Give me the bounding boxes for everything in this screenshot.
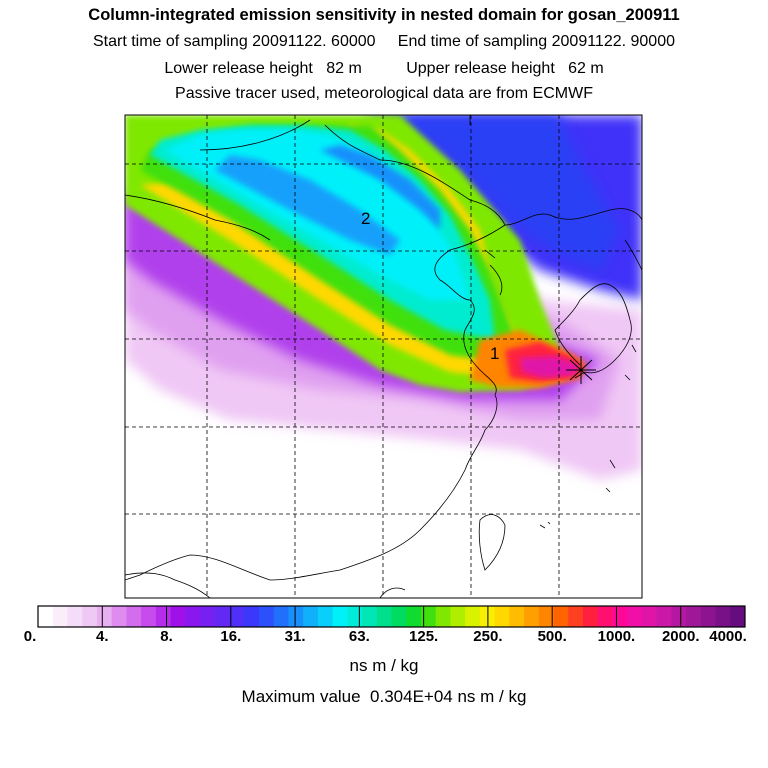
colorbar-segment xyxy=(524,606,540,627)
coastlines xyxy=(125,115,642,598)
map-frame xyxy=(124,114,643,599)
colorbar-segment xyxy=(465,606,481,627)
colorbar xyxy=(37,605,746,628)
colorbar-segment xyxy=(67,606,83,627)
colorbar-segment xyxy=(82,606,98,627)
colorbar-segment xyxy=(715,606,731,627)
colorbar-segment xyxy=(347,606,363,627)
colorbar-segment xyxy=(597,606,613,627)
sampling-time-line: Start time of sampling 20091122. 60000 E… xyxy=(92,33,675,50)
colorbar-segment xyxy=(244,606,260,627)
colorbar-segment xyxy=(553,606,569,627)
colorbar-segment xyxy=(612,606,628,627)
colorbar-segment xyxy=(273,606,289,627)
colorbar-segment xyxy=(582,606,599,627)
colorbar-segment xyxy=(185,606,201,627)
colorbar-segment xyxy=(568,606,584,627)
map-title: Column-integrated emission sensitivity i… xyxy=(88,6,680,24)
map-label-2: 2 xyxy=(361,209,370,228)
colorbar-segment xyxy=(141,606,157,627)
colorbar-tick-label: 2000. xyxy=(661,628,700,645)
colorbar-segment xyxy=(214,606,230,627)
colorbar-segment xyxy=(111,606,127,627)
colorbar-segment xyxy=(509,606,525,627)
colorbar-segment xyxy=(317,606,333,627)
colorbar-segment xyxy=(730,606,746,627)
colorbar-segment xyxy=(200,606,216,627)
colorbar-tick-label: 250. xyxy=(473,628,503,645)
colorbar-tick-label: 4000. xyxy=(709,628,747,645)
colorbar-segment xyxy=(450,606,466,627)
colorbar-segment xyxy=(435,606,451,627)
colorbar-segment xyxy=(303,606,319,627)
colorbar-segment xyxy=(229,606,245,627)
colorbar-tick-label: 31. xyxy=(284,628,306,645)
colorbar-tick-label: 8. xyxy=(160,628,173,645)
colorbar-tick-label: 500. xyxy=(537,628,567,645)
colorbar-segment xyxy=(391,606,407,627)
colorbar-segment xyxy=(641,606,658,627)
receptor-marker-icon xyxy=(566,356,596,384)
colorbar-segment xyxy=(170,606,186,627)
colorbar-segment xyxy=(420,606,437,627)
colorbar-segment xyxy=(700,606,716,627)
tracer-info-line: Passive tracer used, meteorological data… xyxy=(175,85,593,102)
colorbar-segment xyxy=(155,606,171,627)
colorbar-segment xyxy=(376,606,392,627)
colorbar-segment xyxy=(258,606,275,627)
colorbar-tick-label: 1000. xyxy=(597,628,636,645)
colorbar-segment xyxy=(96,606,113,627)
colorbar-segment xyxy=(406,606,422,627)
sensitivity-field xyxy=(125,115,642,598)
colorbar-segment xyxy=(671,606,687,627)
colorbar-segment xyxy=(656,606,672,627)
colorbar-tick-label: 0. xyxy=(23,628,37,645)
colorbar-segment xyxy=(686,606,702,627)
colorbar-segment xyxy=(288,606,304,627)
colorbar-segment xyxy=(126,606,142,627)
colorbar-frame xyxy=(37,605,746,628)
map-label-1: 1 xyxy=(490,344,499,363)
colorbar-segment xyxy=(332,606,348,627)
colorbar-segment xyxy=(52,606,68,627)
colorbar-segment xyxy=(362,606,378,627)
release-height-line: Lower release height 82 m Upper release … xyxy=(164,60,604,77)
colorbar-tick-label: 125. xyxy=(409,628,439,645)
maximum-value-label: Maximum value 0.304E+04 ns m / kg xyxy=(241,687,527,706)
colorbar-tick-label: 4. xyxy=(96,628,109,645)
map-gridlines xyxy=(125,115,642,598)
colorbar-units: ns m / kg xyxy=(349,656,419,675)
colorbar-segment xyxy=(38,606,54,627)
colorbar-tick-label: 63. xyxy=(348,628,370,645)
colorbar-segment xyxy=(538,606,554,627)
colorbar-segment xyxy=(494,606,510,627)
colorbar-tick-label: 16. xyxy=(220,628,242,645)
colorbar-segment xyxy=(627,606,643,627)
